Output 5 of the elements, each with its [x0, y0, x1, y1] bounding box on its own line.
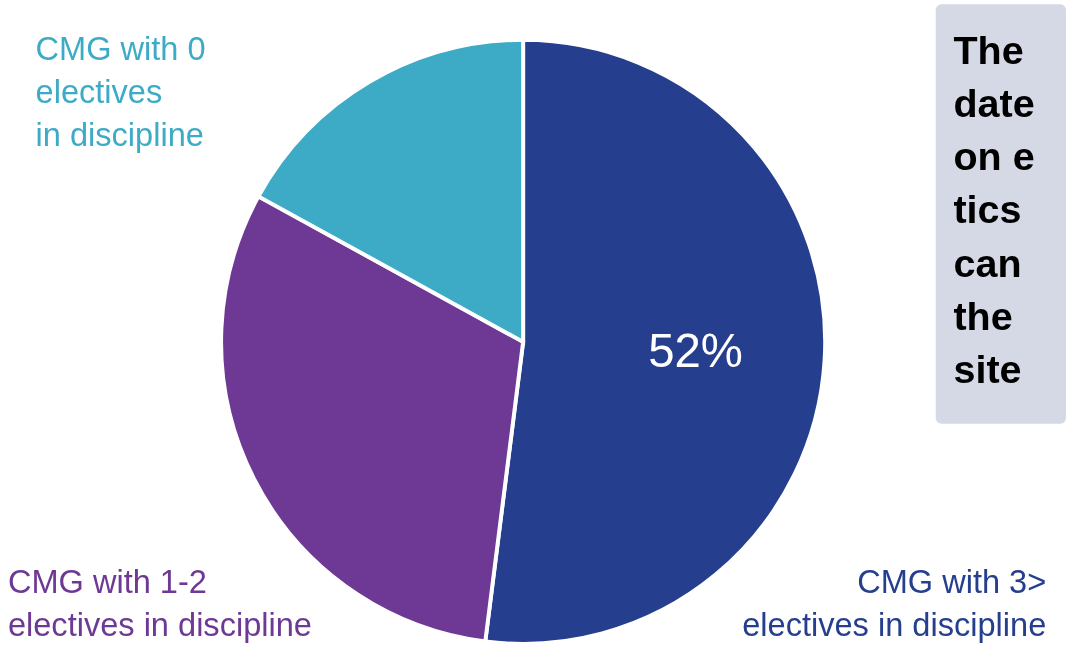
slice-label: CMG with 0 electives in discipline — [35, 30, 206, 154]
data-label: 52% — [648, 323, 743, 377]
text: The date on e tics can the site — [953, 27, 1035, 392]
slice-label: CMG with 3> electives in discipline — [742, 563, 1047, 644]
slice-label: CMG with 1-2 electives in discipline — [7, 563, 312, 644]
